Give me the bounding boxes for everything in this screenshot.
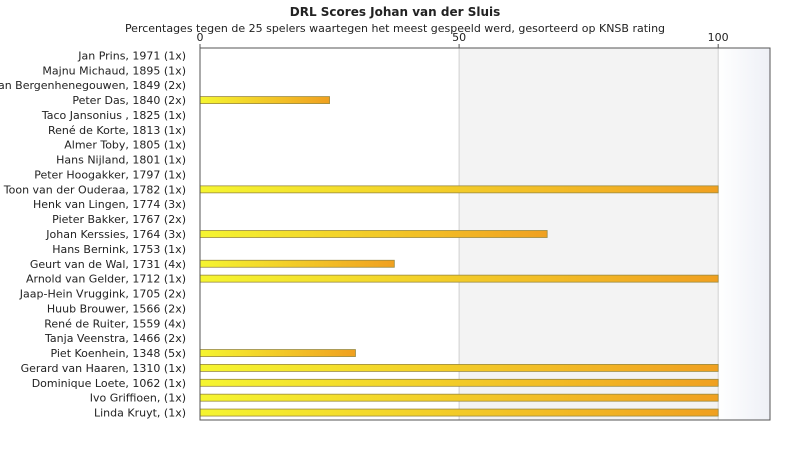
category-label: Peter Hoogakker, 1797 (1x) <box>34 168 186 181</box>
category-label: Johan Kerssies, 1764 (3x) <box>45 228 186 241</box>
chart-title: DRL Scores Johan van der Sluis <box>289 5 501 19</box>
category-label: Henk van Lingen, 1774 (3x) <box>33 198 186 211</box>
bar <box>199 364 719 372</box>
category-label: Taco Jansonius , 1825 (1x) <box>41 109 186 122</box>
bar <box>199 230 548 238</box>
category-label: Majnu Michaud, 1895 (1x) <box>42 64 186 77</box>
category-label: Jaap-Hein Vruggink, 1705 (2x) <box>19 288 186 301</box>
category-label: Toon van der Ouderaa, 1782 (1x) <box>3 183 186 196</box>
band-100-plus <box>718 48 770 420</box>
category-label: Piet Koenhein, 1348 (5x) <box>50 347 186 360</box>
bar <box>199 349 356 357</box>
bar <box>199 393 719 402</box>
category-label: Tanja Veenstra, 1466 (2x) <box>44 332 186 345</box>
bar <box>199 185 719 194</box>
category-label: Almer Toby, 1805 (1x) <box>64 139 186 152</box>
category-label: Hans Nijland, 1801 (1x) <box>56 154 186 167</box>
plot-frame <box>199 47 771 421</box>
bar <box>199 274 719 283</box>
category-label: René de Korte, 1813 (1x) <box>48 124 186 137</box>
category-label: Dominique Loete, 1062 (1x) <box>32 377 186 390</box>
category-label: Linda Kruyt, (1x) <box>94 407 186 420</box>
category-label: Jan Prins, 1971 (1x) <box>77 49 186 62</box>
category-label: Peter Das, 1840 (2x) <box>72 94 186 107</box>
category-label: Pieter Bakker, 1767 (2x) <box>52 213 186 226</box>
x-tick-label: 100 <box>708 31 729 44</box>
bar <box>199 378 719 387</box>
category-label: Arnold van Gelder, 1712 (1x) <box>26 273 186 286</box>
bar <box>199 259 395 268</box>
bar <box>199 408 719 417</box>
category-label: van Bergenhenegouwen, 1849 (2x) <box>0 79 186 92</box>
x-axis-ticks: 0 50 100 <box>197 31 729 48</box>
chart-subtitle: Percentages tegen de 25 spelers waartege… <box>124 22 666 35</box>
plot-background <box>200 48 770 420</box>
category-label: Ivo Griffioen, (1x) <box>90 392 186 405</box>
bar <box>199 96 330 104</box>
x-tick-label: 50 <box>452 31 466 44</box>
category-label: Gerard van Haaren, 1310 (1x) <box>21 362 186 375</box>
category-label: Hans Bernink, 1753 (1x) <box>52 243 186 256</box>
x-tick-label: 0 <box>197 31 204 44</box>
category-label: Huub Brouwer, 1566 (2x) <box>47 302 186 315</box>
category-label: René de Ruiter, 1559 (4x) <box>44 317 186 330</box>
category-label: Geurt van de Wal, 1731 (4x) <box>30 258 186 271</box>
bars <box>199 96 719 417</box>
category-labels: Jan Prins, 1971 (1x) Majnu Michaud, 1895 … <box>0 49 186 419</box>
